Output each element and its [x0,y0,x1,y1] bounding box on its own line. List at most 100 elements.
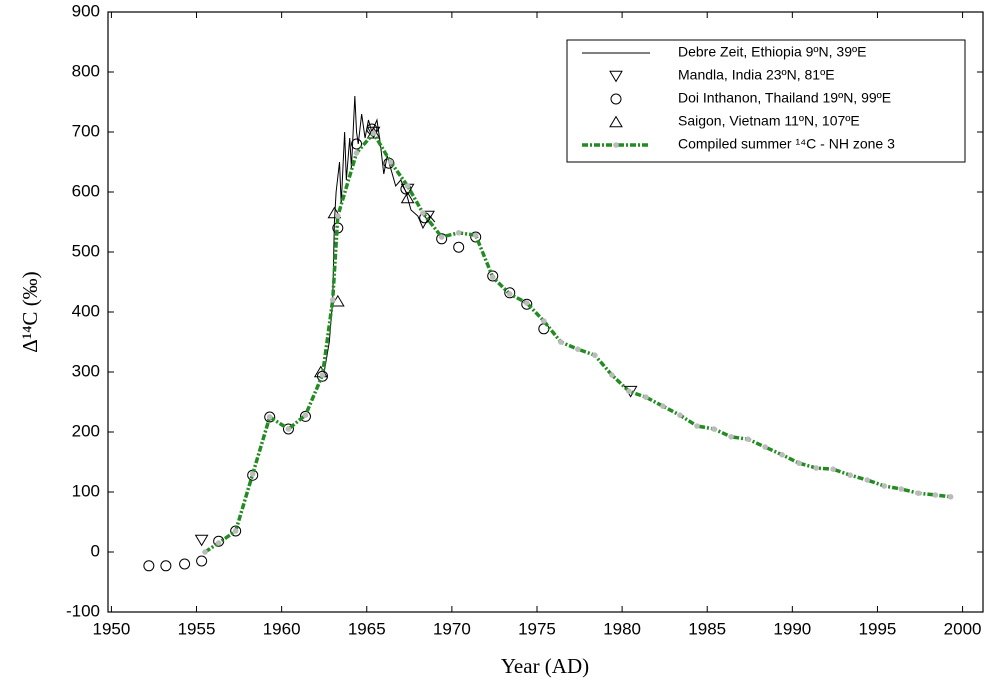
dot-marker [215,540,222,546]
y-tick-label: 500 [72,241,100,260]
y-tick-label: -100 [66,601,100,620]
circle-marker [316,370,328,382]
y-tick-label: 700 [72,121,100,140]
circle-marker [351,138,363,150]
dot-marker [285,426,292,432]
dot-marker [404,183,411,189]
x-tick-label: 1950 [92,619,130,638]
y-tick-label: 400 [72,301,100,320]
dot-marker [438,234,445,240]
legend-label: Saigon, Vietnam 11ºN, 107ºE [678,113,860,129]
dot-marker [609,372,615,378]
triangle-down-marker [609,70,623,83]
y-tick-label: 200 [72,421,100,440]
legend-label: Compiled summer ¹⁴C - NH zone 3 [678,136,895,152]
dot-marker [694,423,700,429]
y-axis-label: Δ¹⁴C (‰) [18,271,42,352]
dot-marker [575,346,581,353]
legend-label: Debre Zeit, Ethiopia 9ºN, 39ºE [678,44,866,60]
dot-marker [613,142,619,148]
dot-marker [677,412,683,419]
circle-marker [521,298,533,310]
x-tick-label: 1975 [518,619,556,638]
dot-marker [472,232,479,238]
circle-marker [160,560,172,572]
dot-marker [915,490,922,497]
dot-marker [813,465,819,471]
dot-marker [643,394,649,401]
y-tick-label: 0 [91,541,100,560]
dot-marker [728,434,734,440]
dot-marker [329,297,336,303]
x-axis-label: Year (AD) [501,654,589,678]
dot-marker [489,274,496,281]
circle-marker [453,241,465,253]
dot-marker [847,472,854,479]
dot-marker [745,436,751,443]
y-tick-label: 600 [72,181,100,200]
x-tick-label: 1980 [603,619,641,638]
dot-marker [558,339,564,345]
dot-marker [864,477,871,483]
dot-marker [779,452,785,458]
legend-box [566,39,966,163]
y-tick-label: 300 [72,361,100,380]
dot-marker [232,528,239,534]
dot-marker [202,549,208,555]
dot-marker [523,300,530,306]
triangle-up-marker [609,115,623,128]
dot-marker [249,471,256,477]
dot-marker [420,210,426,216]
dot-marker [335,213,341,219]
series-line [204,130,951,554]
circle-marker [179,558,191,570]
y-tick-label: 800 [72,61,100,80]
dot-marker [592,352,598,359]
circle-marker [143,560,155,572]
dot-marker [455,230,462,236]
y-tick-label: 900 [72,1,100,20]
circle-marker [610,93,622,105]
x-tick-label: 1955 [178,619,216,638]
dot-marker [762,444,768,450]
dot-marker [947,494,954,500]
circle-marker [299,410,311,422]
triangle-up-marker [400,191,415,204]
dot-marker [898,486,905,492]
dot-marker [319,372,326,378]
dot-marker [932,492,939,498]
dot-marker [796,460,802,467]
circle-marker [436,233,448,245]
dot-marker [711,426,717,432]
legend-label: Doi Inthanon, Thailand 19ºN, 99ºE [678,90,891,106]
triangle-up-marker [366,126,381,139]
circle-marker [470,231,482,243]
x-tick-label: 2000 [944,619,982,638]
x-tick-label: 1995 [859,619,897,638]
dot-marker [266,414,273,420]
circle-marker [504,287,516,299]
dot-marker [540,318,547,324]
triangle-up-marker [327,206,342,219]
circle-marker [264,411,276,423]
circle-marker [282,423,294,435]
x-tick-label: 1965 [348,619,386,638]
dot-marker [830,466,836,473]
dot-marker [506,291,513,297]
dot-marker [881,483,888,489]
dot-marker [302,412,309,419]
x-tick-label: 1970 [433,619,471,638]
x-tick-label: 1960 [263,619,301,638]
y-tick-label: 100 [72,481,100,500]
x-tick-label: 1985 [688,619,726,638]
circle-marker [487,270,499,282]
dot-marker [387,159,394,165]
x-tick-label: 1990 [773,619,811,638]
dot-marker [660,403,666,410]
legend-label: Mandla, India 23ºN, 81ºE [678,67,835,83]
circle-marker [196,555,208,567]
dot-marker [626,388,632,395]
dot-marker [353,150,360,156]
dot-marker [370,130,377,136]
